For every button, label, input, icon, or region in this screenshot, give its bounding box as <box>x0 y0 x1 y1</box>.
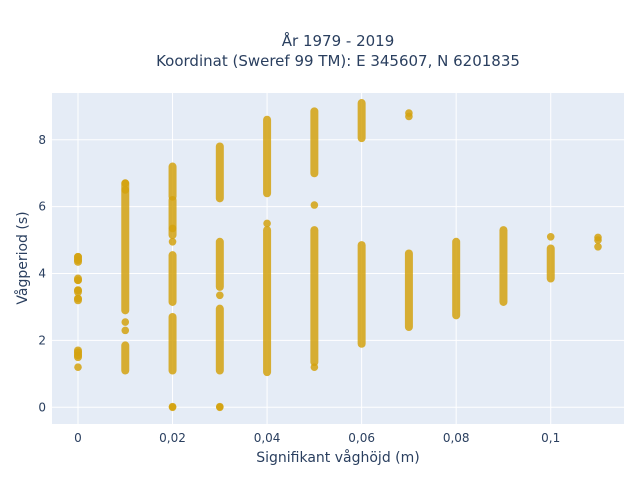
data-point <box>405 109 413 117</box>
data-point <box>168 224 177 233</box>
y-axis-ticks: 0 2 4 6 8 <box>38 133 46 414</box>
x-axis-label: Signifikant våghöjd (m) <box>256 449 419 466</box>
data-point <box>216 402 224 411</box>
data-point <box>121 186 130 194</box>
chart-title-line-1: År 1979 - 2019 <box>282 31 395 50</box>
data-point <box>168 402 177 411</box>
data-point <box>216 291 224 300</box>
data-point <box>594 233 602 242</box>
x-tick-label: 0,06 <box>348 431 375 445</box>
x-tick-label: 0,02 <box>159 431 186 445</box>
chart-title-line-2: Koordinat (Sweref 99 TM): E 345607, N 62… <box>156 52 520 70</box>
x-tick-label: 0,08 <box>443 431 470 445</box>
y-tick-label: 2 <box>38 333 46 347</box>
data-point <box>74 286 82 295</box>
data-point <box>310 363 319 371</box>
data-point <box>121 318 130 326</box>
data-point <box>74 363 82 371</box>
data-point <box>594 242 602 251</box>
x-axis-ticks: 0 0,02 0,04 0,06 0,08 0,1 <box>74 431 560 445</box>
data-point <box>121 179 130 188</box>
data-point <box>546 232 555 241</box>
y-tick-label: 4 <box>38 267 46 281</box>
data-point <box>310 201 319 209</box>
data-point <box>74 253 82 261</box>
x-tick-label: 0,04 <box>254 431 281 445</box>
data-point <box>74 294 82 303</box>
y-tick-label: 0 <box>38 400 46 414</box>
data-point <box>121 326 130 335</box>
x-tick-label: 0 <box>74 431 82 445</box>
plot-area <box>52 93 624 424</box>
y-tick-label: 8 <box>38 133 46 147</box>
data-point <box>168 237 177 246</box>
y-axis-label: Vågperiod (s) <box>14 211 31 304</box>
data-point <box>263 219 271 228</box>
data-point <box>74 348 82 356</box>
x-tick-label: 0,1 <box>541 431 560 445</box>
y-tick-label: 6 <box>38 200 46 214</box>
data-point <box>74 276 82 285</box>
data-points <box>74 99 602 412</box>
